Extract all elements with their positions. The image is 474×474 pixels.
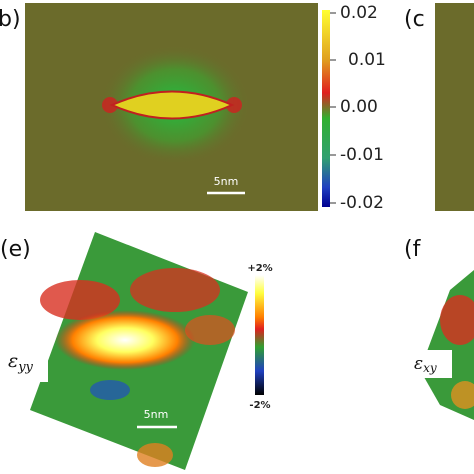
strain-region (185, 315, 235, 345)
colorbar (322, 10, 330, 207)
strain-region (90, 380, 130, 400)
strain-label: εyy (8, 350, 34, 375)
colorbar-label: -0.02 (340, 193, 384, 213)
inclusion (55, 310, 195, 370)
strain-label: εxy (414, 354, 437, 375)
scale-bar-label: 5nm (214, 175, 239, 188)
colorbar-label: -0.01 (340, 145, 384, 165)
panel-c-image (435, 3, 474, 211)
colorbar-label: 0.02 (340, 3, 378, 23)
inclusion (109, 90, 235, 120)
strain-region (137, 443, 173, 467)
colorbar-max: +2% (247, 263, 272, 274)
strain-label-box (410, 350, 452, 378)
colorbar-label: 0.01 (348, 50, 386, 70)
scale-bar-label: 5nm (144, 408, 169, 421)
panel-label: (c (404, 7, 425, 32)
panel-label: (e) (0, 237, 31, 262)
strain-region (40, 280, 120, 320)
panel-label: b) (0, 7, 21, 32)
panel-label: (f (404, 237, 422, 262)
colorbar-ticks (330, 12, 336, 204)
strain-region (130, 268, 220, 312)
colorbar-label: 0.00 (340, 97, 378, 117)
strain-region (440, 295, 474, 345)
strain-label-box (0, 340, 48, 382)
colorbar (255, 275, 264, 395)
colorbar-min: -2% (249, 400, 270, 411)
strain-region (451, 381, 474, 409)
